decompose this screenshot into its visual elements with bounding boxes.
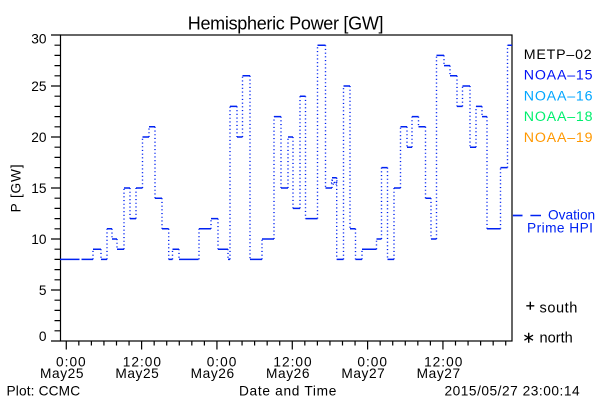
svg-text:May26: May26 <box>191 366 235 381</box>
svg-text:NOAA–18: NOAA–18 <box>524 109 593 125</box>
svg-text:0:00: 0:00 <box>207 355 238 370</box>
svg-text:Plot: CCMC: Plot: CCMC <box>7 384 81 399</box>
svg-text:Date and Time: Date and Time <box>239 384 337 399</box>
svg-text:5: 5 <box>39 283 47 298</box>
svg-text:NOAA–19: NOAA–19 <box>524 130 593 146</box>
svg-text:Hemispheric Power [GW]: Hemispheric Power [GW] <box>188 13 383 33</box>
svg-text:10: 10 <box>31 232 47 247</box>
svg-text:METP–02: METP–02 <box>524 47 593 63</box>
svg-text:NOAA–15: NOAA–15 <box>524 68 593 84</box>
svg-text:north: north <box>540 331 573 347</box>
svg-text:0: 0 <box>39 329 47 344</box>
svg-text:May27: May27 <box>341 366 385 381</box>
svg-text:0:00: 0:00 <box>357 355 388 370</box>
svg-text:Ovation: Ovation <box>548 208 595 223</box>
svg-text:12:00: 12:00 <box>424 355 463 370</box>
svg-text:0:00: 0:00 <box>56 355 87 370</box>
svg-text:15: 15 <box>31 181 47 196</box>
svg-text:May27: May27 <box>417 366 461 381</box>
svg-text:NOAA–16: NOAA–16 <box>524 88 593 104</box>
svg-text:Prime HPI: Prime HPI <box>527 221 593 236</box>
svg-text:May25: May25 <box>40 366 84 381</box>
svg-text:May26: May26 <box>266 366 310 381</box>
svg-text:12:00: 12:00 <box>273 355 312 370</box>
svg-text:south: south <box>540 300 578 316</box>
svg-text:25: 25 <box>31 79 47 94</box>
svg-text:20: 20 <box>31 130 47 145</box>
svg-text:P [GW]: P [GW] <box>9 164 24 213</box>
svg-text:2015/05/27 23:00:14: 2015/05/27 23:00:14 <box>445 384 581 399</box>
svg-text:May25: May25 <box>115 366 159 381</box>
svg-text:30: 30 <box>31 32 47 47</box>
svg-text:12:00: 12:00 <box>123 355 162 370</box>
